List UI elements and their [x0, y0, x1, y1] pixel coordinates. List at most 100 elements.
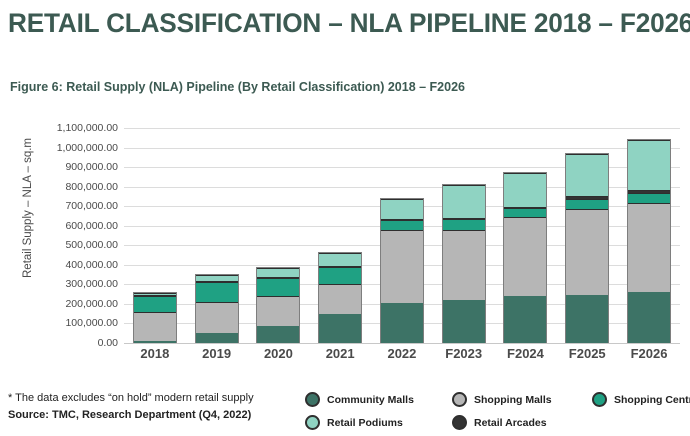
- bar-stack[interactable]: [318, 252, 363, 343]
- bar-segment-retail-arcades[interactable]: [319, 265, 362, 267]
- bar-segment-retail-arcades[interactable]: [133, 295, 176, 297]
- bar-segment-shopping-centres[interactable]: [133, 296, 176, 312]
- bar-segment-retail-arcades[interactable]: [566, 196, 609, 200]
- bar-segment-retail-podiums[interactable]: [566, 154, 609, 197]
- bar-segment-retail-arcades[interactable]: [257, 276, 300, 278]
- bar-segment-shopping-centres[interactable]: [504, 208, 547, 217]
- gridline: [124, 167, 680, 169]
- y-axis-ticks: 1,100,000.00 1,000,000.00 900,000.00 800,00…: [24, 110, 122, 360]
- bar-segment-community-malls[interactable]: [195, 332, 238, 343]
- bar-segment-retail-podiums[interactable]: [257, 267, 300, 277]
- figure-caption: Figure 6: Retail Supply (NLA) Pipeline (…: [10, 80, 465, 94]
- bar-segment-shopping-malls[interactable]: [442, 229, 485, 300]
- bar-segment-shopping-centres[interactable]: [628, 192, 670, 204]
- legend-item-shopping-malls[interactable]: Shopping Malls: [452, 388, 592, 411]
- bar-segment-shopping-malls[interactable]: [380, 229, 423, 303]
- bar-group-2020[interactable]: [256, 128, 301, 343]
- bar-segment-retail-podiums[interactable]: [628, 139, 670, 190]
- bar-stack[interactable]: [132, 292, 177, 343]
- bar-segment-shopping-centres[interactable]: [442, 218, 485, 230]
- bar-segment-shopping-centres[interactable]: [257, 277, 300, 296]
- bar-group-f2024[interactable]: [503, 128, 548, 343]
- bar-segment-shopping-malls[interactable]: [566, 209, 609, 296]
- legend-item-label: Retail Arcades: [474, 416, 547, 429]
- bar-segment-shopping-centres[interactable]: [380, 219, 423, 230]
- y-axis-tick-label: 700,000.00: [65, 200, 118, 213]
- x-axis-label-f2026: F2026: [630, 346, 668, 361]
- y-axis-tick-label: 800,000.00: [65, 180, 118, 193]
- x-axis-label-f2024: F2024: [507, 346, 544, 361]
- bar-stack[interactable]: [627, 138, 671, 343]
- x-axis-label-2021: 2021: [325, 346, 355, 361]
- y-axis-tick-label: 300,000.00: [65, 278, 118, 291]
- bar-stack[interactable]: [194, 274, 239, 343]
- bar-segment-shopping-malls[interactable]: [319, 284, 362, 314]
- gridline: [124, 343, 680, 344]
- bar-segment-retail-arcades[interactable]: [628, 189, 670, 193]
- bar-group-2018[interactable]: [132, 128, 177, 343]
- page-title: RETAIL CLASSIFICATION – NLA PIPELINE 201…: [8, 8, 690, 38]
- bar-group-2021[interactable]: [318, 128, 363, 343]
- legend-item-label: Shopping Malls: [474, 393, 552, 406]
- bar-segment-retail-podiums[interactable]: [133, 293, 176, 296]
- bar-segment-shopping-centres[interactable]: [566, 199, 609, 210]
- bar-segment-community-malls[interactable]: [133, 340, 176, 343]
- gridline: [124, 147, 680, 149]
- bar-segment-shopping-malls[interactable]: [504, 216, 547, 297]
- y-axis-tick-label: 0.00: [97, 337, 118, 349]
- bar-segment-retail-podiums[interactable]: [380, 199, 423, 219]
- bar-segment-community-malls[interactable]: [319, 313, 362, 343]
- bar-segment-community-malls[interactable]: [380, 302, 423, 343]
- bar-segment-retail-podiums[interactable]: [319, 253, 362, 266]
- bar-group-2019[interactable]: [194, 128, 239, 343]
- legend-item-shopping-centres[interactable]: Shopping Centres: [592, 388, 690, 411]
- bar-segment-retail-podiums[interactable]: [195, 275, 238, 282]
- bar-segment-community-malls[interactable]: [442, 300, 485, 343]
- bar-stack[interactable]: [379, 198, 424, 343]
- chart-region: Retail Supply – NLA – sq.m 1,100,000.00 1…: [0, 110, 690, 361]
- bar-segment-retail-arcades[interactable]: [504, 207, 547, 209]
- bar-segment-retail-arcades[interactable]: [380, 218, 423, 220]
- bar-segment-retail-arcades[interactable]: [442, 217, 485, 219]
- bar-stack[interactable]: [503, 171, 548, 343]
- legend-item-community-malls[interactable]: Community Malls: [305, 388, 452, 411]
- bar-group-f2025[interactable]: [565, 128, 610, 343]
- bar-segment-retail-podiums[interactable]: [504, 172, 547, 208]
- y-axis-tick-label: 900,000.00: [65, 161, 118, 174]
- bar-group-f2026[interactable]: [627, 128, 671, 343]
- bar-segment-shopping-malls[interactable]: [257, 295, 300, 326]
- footnote-exclusion: * The data excludes “on hold” modern ret…: [8, 392, 254, 404]
- footnote-source: Source: TMC, Research Department (Q4, 20…: [8, 409, 252, 422]
- chart-legend: Community Malls Shopping Malls Shopping Ce…: [305, 388, 690, 434]
- bar-stack[interactable]: [441, 183, 486, 343]
- legend-item-retail-arcades[interactable]: Retail Arcades: [452, 411, 592, 434]
- bar-group-f2023[interactable]: [441, 128, 486, 343]
- bar-stack[interactable]: [565, 153, 610, 343]
- x-axis-labels: 2018 2019 2020 2021 2022 F2023 F2024 F2025 F2026: [124, 346, 680, 370]
- legend-swatch-icon: [452, 392, 467, 407]
- y-axis-tick-label: 1,100,000.00: [56, 122, 118, 134]
- y-axis-tick-label: 200,000.00: [65, 297, 118, 310]
- bar-segment-shopping-malls[interactable]: [133, 311, 176, 341]
- bar-segment-retail-arcades[interactable]: [195, 281, 238, 283]
- bar-segment-community-malls[interactable]: [628, 292, 670, 343]
- footnotes: * The data excludes “on hold” modern ret…: [8, 390, 298, 424]
- bar-segment-retail-podiums[interactable]: [442, 184, 485, 218]
- bar-segment-community-malls[interactable]: [257, 325, 300, 343]
- bar-segment-shopping-centres[interactable]: [195, 282, 238, 302]
- bar-stack[interactable]: [256, 266, 301, 343]
- bar-segment-community-malls[interactable]: [504, 296, 547, 343]
- bar-segment-shopping-malls[interactable]: [195, 301, 238, 333]
- legend-item-label: Community Malls: [327, 393, 414, 406]
- gridline: [124, 186, 680, 188]
- bar-group-2022[interactable]: [379, 128, 424, 343]
- bar-segment-shopping-centres[interactable]: [319, 266, 362, 285]
- legend-item-label: Shopping Centres: [614, 393, 690, 406]
- bar-segment-community-malls[interactable]: [566, 295, 609, 343]
- x-axis-label-2018: 2018: [140, 346, 170, 361]
- y-axis-tick-label: 600,000.00: [65, 219, 118, 232]
- bar-segment-shopping-malls[interactable]: [628, 203, 670, 293]
- legend-swatch-icon: [305, 392, 320, 407]
- legend-item-retail-podiums[interactable]: Retail Podiums: [305, 411, 452, 434]
